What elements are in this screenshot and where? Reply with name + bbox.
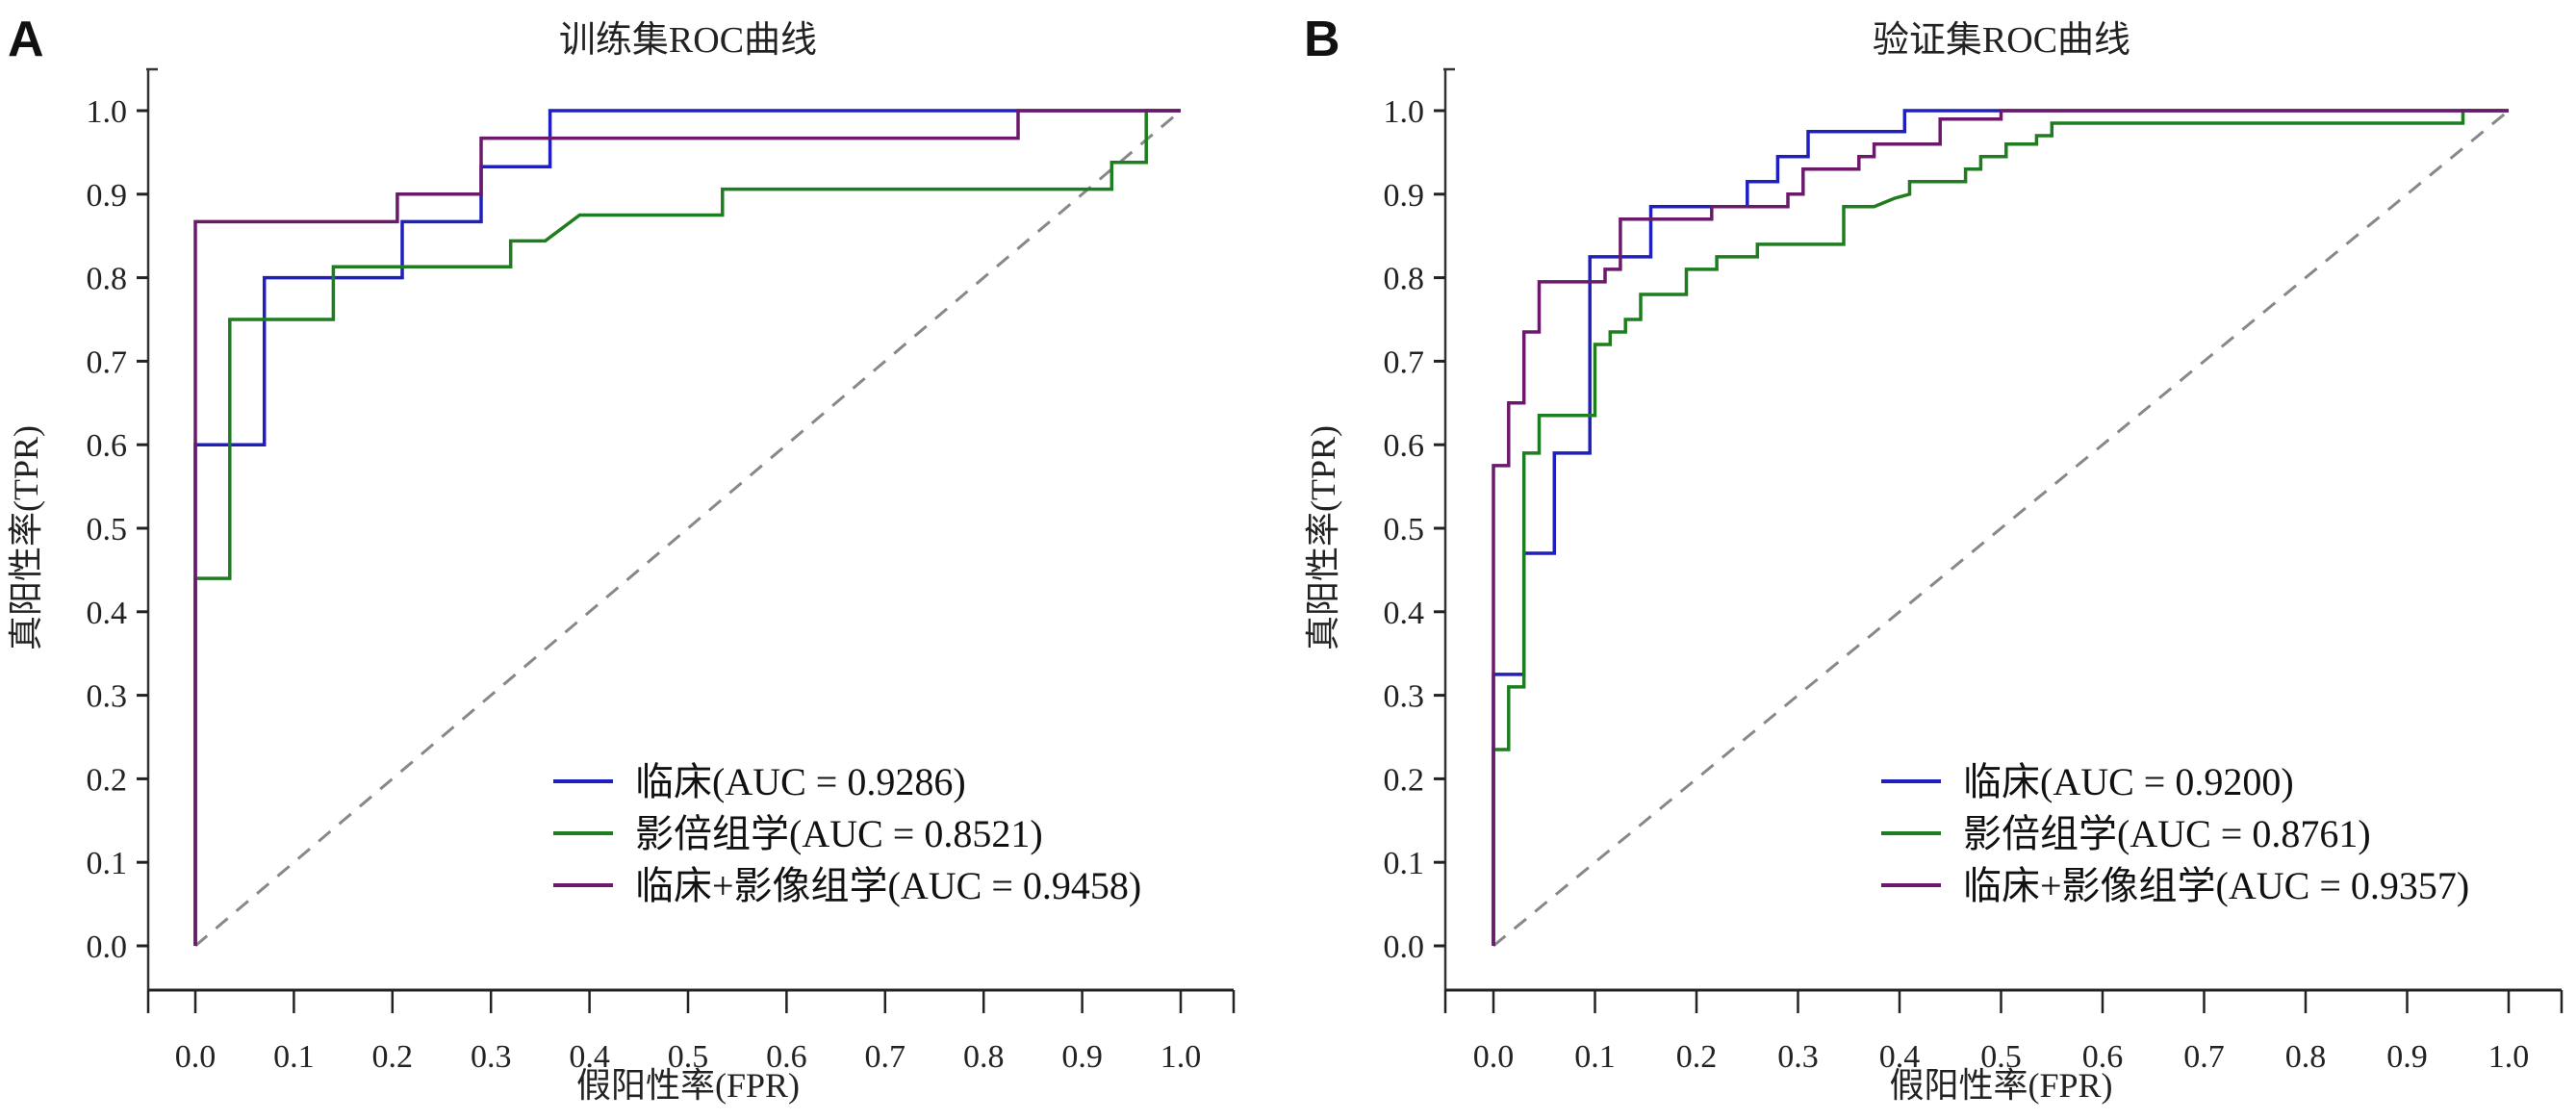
x-tick-label: 0.4 [1879,1039,1921,1075]
x-tick-label: 0.0 [175,1039,217,1075]
y-tick-label: 1.0 [87,94,128,130]
x-tick-label: 0.5 [1980,1039,2022,1075]
x-tick-label: 0.7 [2183,1039,2225,1075]
x-axis-label: 假阳性率(FPR) [576,1066,800,1105]
y-tick-label: 0.2 [1384,762,1425,798]
y-tick-label: 1.0 [1384,94,1425,130]
y-tick-label: 0.5 [87,512,128,547]
y-tick-label: 0.5 [1384,512,1425,547]
y-axis-label: 真阳性率(TPR) [1304,425,1342,650]
y-tick-label: 0.9 [1384,178,1425,214]
roc-curve-combined [1492,109,2509,946]
x-tick-label: 0.9 [2386,1039,2428,1075]
legend: 临床(AUC = 0.9200) 影倍组学(AUC = 0.8761) 临床+影像组… [1881,760,2469,907]
x-tick-label: 0.3 [471,1039,512,1075]
roc-curve-combined [193,109,1181,946]
y-axis-label: 真阳性率(TPR) [7,425,45,650]
y-tick-label: 0.8 [1384,262,1425,297]
legend-label: 临床(AUC = 0.9286) [635,760,966,803]
chart-title: 验证集ROC曲线 [1873,20,2130,61]
x-tick-label: 0.7 [865,1039,906,1075]
legend-label: 影倍组学(AUC = 0.8521) [635,812,1043,855]
roc-curve-clinical [193,109,1181,946]
legend: 临床(AUC = 0.9286) 影倍组学(AUC = 0.8521) 临床+影像组… [553,760,1141,907]
y-tick-label: 0.7 [1384,344,1425,380]
x-tick-label: 0.1 [273,1039,315,1075]
roc-panel-b: B 验证集ROC曲线 0.0 0.1 0.2 0.3 0.4 0.5 0.6 0.7 0.8 0.9 1… [1304,12,2563,1105]
y-tick-label: 0.3 [87,679,128,715]
chart-title: 训练集ROC曲线 [559,20,817,61]
chance-diagonal-line [1492,109,2510,948]
x-tick-label: 0.2 [372,1039,414,1075]
x-tick-label: 0.4 [569,1039,610,1075]
y-tick-label: 0.6 [1384,428,1425,464]
y-tick-label: 0.9 [87,178,128,214]
roc-curve-radiomics [193,109,1181,946]
x-tick-label: 1.0 [2488,1039,2530,1075]
x-tick-label: 0.3 [1777,1039,1819,1075]
x-axis-label: 假阳性率(FPR) [1889,1066,2112,1105]
x-tick-label: 0.6 [766,1039,807,1075]
legend-label: 影倍组学(AUC = 0.8761) [1963,812,2371,855]
x-tick-label: 1.0 [1160,1039,1202,1075]
y-tick-label: 0.7 [87,344,128,380]
y-tick-label: 0.0 [1384,929,1425,965]
x-tick-label: 0.1 [1574,1039,1616,1075]
y-tick-label: 0.1 [87,846,128,881]
y-tick-label: 0.8 [87,262,128,297]
panel-label: B [1304,12,1340,67]
x-tick-label: 0.2 [1676,1039,1718,1075]
x-tick-label: 0.0 [1473,1039,1515,1075]
legend-label: 临床+影像组学(AUC = 0.9357) [1963,864,2469,907]
y-tick-label: 0.2 [87,762,128,798]
roc-panel-a: A 训练集ROC曲线 0.0 0.1 0.2 0.3 0.4 0.5 0.6 0.7 0.8 0.9 1… [7,12,1236,1105]
roc-curve-radiomics [1492,109,2509,946]
y-tick-label: 0.4 [1384,596,1425,631]
y-tick-label: 0.0 [87,929,128,965]
y-tick-label: 0.1 [1384,846,1425,881]
panel-label: A [8,12,44,67]
x-tick-label: 0.5 [668,1039,709,1075]
x-tick-label: 0.9 [1061,1039,1103,1075]
legend-label: 临床+影像组学(AUC = 0.9458) [635,864,1141,907]
y-tick-label: 0.6 [87,428,128,464]
x-tick-label: 0.8 [963,1039,1005,1075]
y-tick-label: 0.3 [1384,679,1425,715]
x-tick-label: 0.8 [2285,1039,2327,1075]
y-tick-label: 0.4 [87,596,128,631]
x-tick-label: 0.6 [2082,1039,2124,1075]
legend-label: 临床(AUC = 0.9200) [1963,760,2294,803]
